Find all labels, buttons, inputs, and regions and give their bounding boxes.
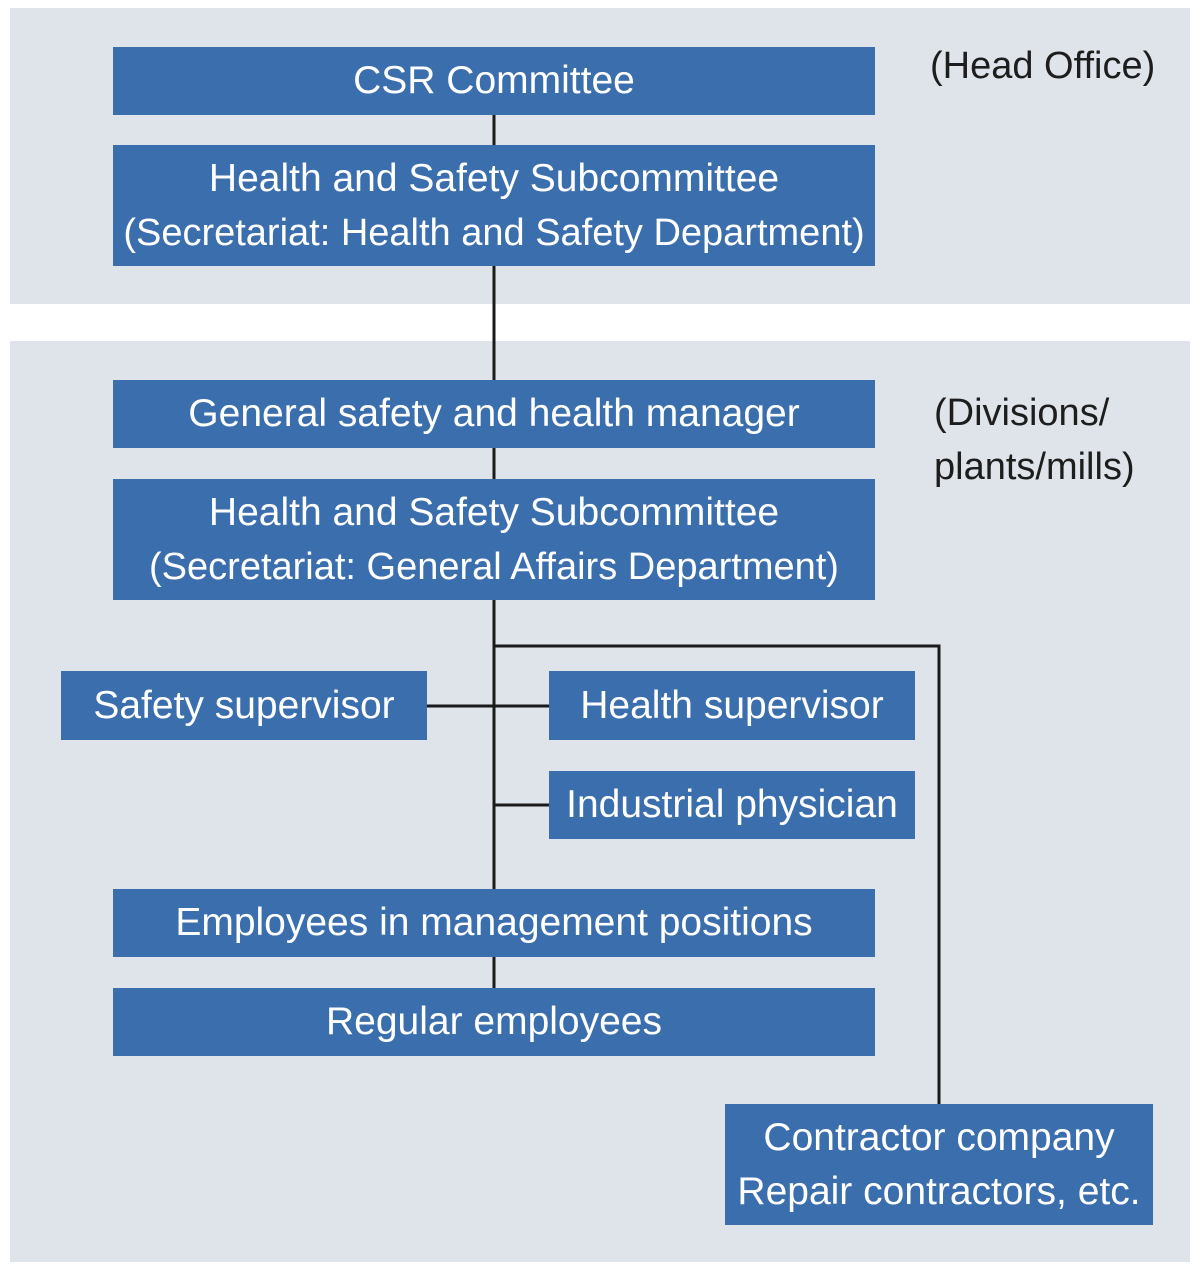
head-office-label-text: (Head Office): [930, 45, 1156, 87]
contractor-company-label: Contractor company: [763, 1115, 1115, 1159]
hs-subcommittee-head-office-box: Health and Safety Subcommittee (Secretar…: [113, 145, 875, 266]
divisions-label-line2: plants/mills): [934, 446, 1135, 488]
general-manager-box: General safety and health manager: [113, 380, 875, 448]
regular-employees-box: Regular employees: [113, 988, 875, 1056]
hs-subcommittee-head-title: Health and Safety Subcommittee: [208, 156, 780, 200]
hs-subcommittee-division-title: Health and Safety Subcommittee: [208, 490, 780, 534]
hs-subcommittee-head-secretariat: (Secretariat: Health and Safety Departme…: [123, 211, 865, 254]
csr-committee-box: CSR Committee: [113, 47, 875, 115]
management-employees-box: Employees in management positions: [113, 889, 875, 957]
safety-supervisor-label: Safety supervisor: [93, 683, 395, 727]
industrial-physician-label: Industrial physician: [566, 783, 898, 826]
divisions-label-line1: (Divisions/: [934, 392, 1110, 434]
general-manager-label: General safety and health manager: [188, 392, 800, 435]
divisions-section-label: (Divisions/ plants/mills): [934, 386, 1135, 494]
contractor-company-box: Contractor company Repair contractors, e…: [725, 1104, 1153, 1225]
health-supervisor-label: Health supervisor: [580, 683, 884, 727]
head-office-section-label: (Head Office): [930, 39, 1155, 93]
management-employees-label: Employees in management positions: [175, 901, 813, 944]
hs-subcommittee-division-box: Health and Safety Subcommittee (Secretar…: [113, 479, 875, 600]
regular-employees-label: Regular employees: [325, 1000, 662, 1043]
health-supervisor-box: Health supervisor: [549, 671, 915, 740]
repair-contractors-label: Repair contractors, etc.: [737, 1169, 1141, 1213]
connector-branch-to-contractor: [494, 644, 941, 1104]
safety-supervisor-box: Safety supervisor: [61, 671, 427, 740]
industrial-physician-box: Industrial physician: [549, 771, 915, 839]
csr-committee-label: CSR Committee: [353, 59, 635, 102]
hs-subcommittee-division-secretariat: (Secretariat: General Affairs Department…: [149, 545, 839, 588]
